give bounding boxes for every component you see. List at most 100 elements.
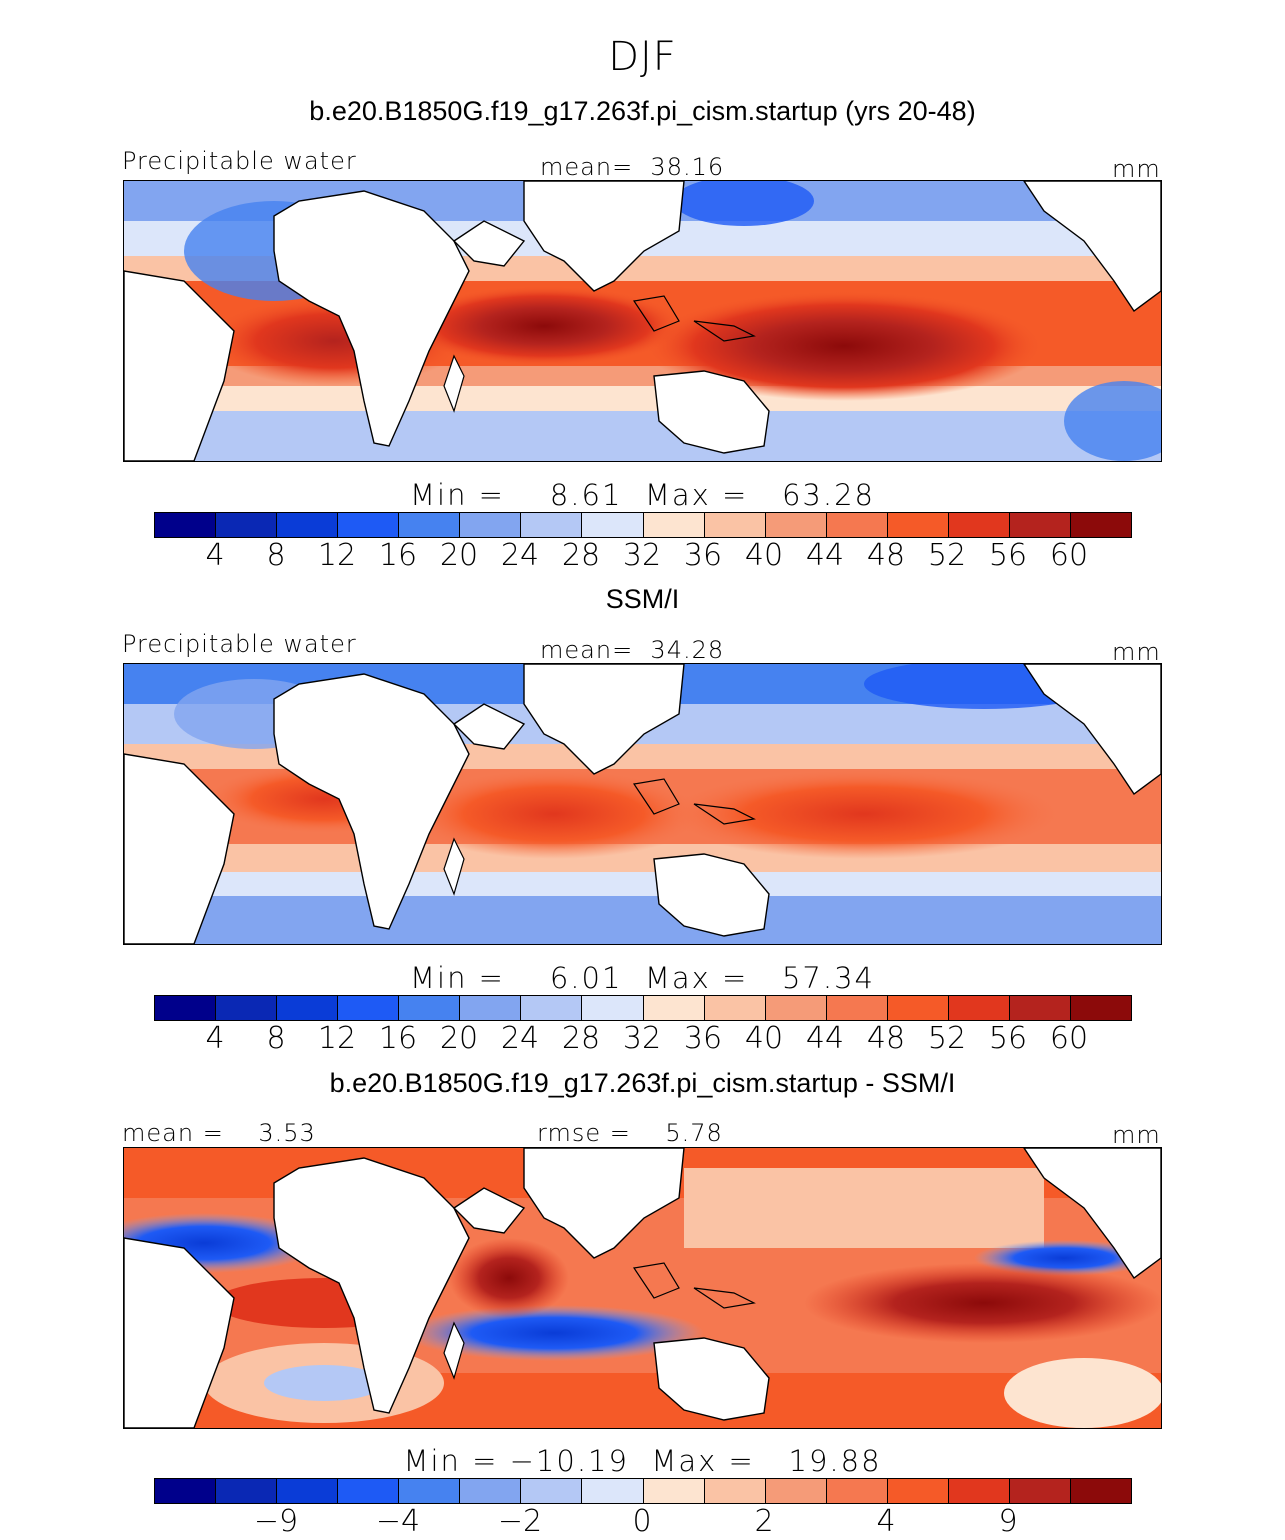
colorbar-tick-label: 60	[1049, 1021, 1089, 1056]
colorbar-swatch	[399, 996, 461, 1020]
colorbar-swatch	[338, 513, 400, 537]
colorbar-tick-label: 52	[927, 538, 967, 573]
panel3-map	[123, 1147, 1162, 1429]
colorbar-swatch	[948, 996, 1010, 1020]
colorbar-swatch	[460, 513, 522, 537]
panel2-title: SSM/I	[605, 584, 680, 614]
colorbar-swatch	[582, 996, 644, 1020]
panel3-units-label: mm	[1112, 1121, 1161, 1149]
colorbar-swatch	[704, 1479, 766, 1503]
panel1-map	[123, 180, 1162, 462]
colorbar-swatch	[643, 996, 705, 1020]
colorbar-tick-label: −9	[253, 1504, 299, 1539]
colorbar-swatch	[1070, 513, 1131, 537]
colorbar-tick-label: 44	[805, 1021, 845, 1056]
colorbar-swatch	[704, 513, 766, 537]
colorbar-tick-label: 32	[622, 538, 662, 573]
colorbar-tick-label: 12	[317, 538, 357, 573]
panel1-colorbar	[154, 512, 1132, 538]
colorbar-tick-label: 4	[876, 1504, 896, 1539]
colorbar-swatch	[887, 513, 949, 537]
colorbar-tick-label: −2	[497, 1504, 543, 1539]
colorbar-swatch	[1070, 1479, 1131, 1503]
colorbar-tick-label: 16	[378, 1021, 418, 1056]
colorbar-swatch	[826, 1479, 888, 1503]
colorbar-swatch	[948, 1479, 1010, 1503]
panel2-colorbar	[154, 995, 1132, 1021]
colorbar-tick-label: 48	[866, 1021, 906, 1056]
colorbar-swatch	[765, 513, 827, 537]
panel2-map	[123, 663, 1162, 945]
panel1-title: b.e20.B1850G.f19_g17.263f.pi_cism.startu…	[309, 96, 976, 126]
colorbar-tick-label: 48	[866, 538, 906, 573]
colorbar-tick-label: −4	[375, 1504, 421, 1539]
season-title: DJF	[608, 34, 677, 80]
colorbar-swatch	[216, 513, 278, 537]
colorbar-tick-label: 56	[988, 538, 1028, 573]
colorbar-tick-label: 44	[805, 538, 845, 573]
panel1-units-label: mm	[1112, 155, 1161, 183]
colorbar-tick-label: 9	[998, 1504, 1018, 1539]
panel1-colorbar-ticks: 4 8 12 16 20 24 28 32 36 40 44 48 52 56 60	[154, 538, 1130, 573]
panel1-variable-label: Precipitable water	[122, 147, 357, 175]
panel2-mean-label: mean= 34.28	[540, 636, 725, 664]
colorbar-swatch	[460, 996, 522, 1020]
colorbar-swatch	[155, 1479, 217, 1503]
panel1-mean-label: mean= 38.16	[540, 153, 725, 181]
colorbar-swatch	[521, 513, 583, 537]
colorbar-tick-label: 28	[561, 538, 601, 573]
panel3-title: b.e20.B1850G.f19_g17.263f.pi_cism.startu…	[329, 1068, 956, 1098]
colorbar-tick-label: 20	[439, 1021, 479, 1056]
colorbar-tick-label: 40	[744, 538, 784, 573]
colorbar-tick-label: 8	[266, 538, 286, 573]
panel3-colorbar	[154, 1478, 1132, 1504]
panel2-variable-label: Precipitable water	[122, 630, 357, 658]
panel2-colorbar-ticks: 4 8 12 16 20 24 28 32 36 40 44 48 52 56 60	[154, 1021, 1130, 1056]
colorbar-swatch	[399, 1479, 461, 1503]
colorbar-swatch	[216, 996, 278, 1020]
colorbar-swatch	[521, 1479, 583, 1503]
colorbar-tick-label: 36	[683, 538, 723, 573]
colorbar-swatch	[155, 513, 217, 537]
colorbar-tick-label: 28	[561, 1021, 601, 1056]
panel3-colorbar-ticks: −9 −4 −2 0 2 4 9	[154, 1504, 1130, 1539]
colorbar-swatch	[155, 996, 217, 1020]
colorbar-swatch	[1009, 513, 1071, 537]
colorbar-swatch	[338, 996, 400, 1020]
colorbar-tick-label: 36	[683, 1021, 723, 1056]
colorbar-swatch	[338, 1479, 400, 1503]
panel2-units-label: mm	[1112, 638, 1161, 666]
colorbar-swatch	[887, 996, 949, 1020]
colorbar-tick-label: 12	[317, 1021, 357, 1056]
colorbar-tick-label: 52	[927, 1021, 967, 1056]
panel3-mean-label: mean = 3.53	[122, 1119, 316, 1147]
colorbar-tick-label: 24	[500, 1021, 540, 1056]
colorbar-swatch	[1009, 1479, 1071, 1503]
colorbar-tick-label: 60	[1049, 538, 1089, 573]
colorbar-swatch	[948, 513, 1010, 537]
colorbar-tick-label: 16	[378, 538, 418, 573]
colorbar-tick-label: 4	[205, 1021, 225, 1056]
colorbar-swatch	[582, 513, 644, 537]
colorbar-swatch	[704, 996, 766, 1020]
colorbar-swatch	[399, 513, 461, 537]
panel3-minmax: Min = −10.19 Max = 19.88	[403, 1444, 882, 1478]
colorbar-swatch	[460, 1479, 522, 1503]
colorbar-swatch	[277, 1479, 339, 1503]
colorbar-tick-label: 32	[622, 1021, 662, 1056]
panel2-minmax: Min = 6.01 Max = 57.34	[409, 961, 875, 995]
colorbar-tick-label: 2	[754, 1504, 774, 1539]
colorbar-tick-label: 20	[439, 538, 479, 573]
colorbar-swatch	[277, 996, 339, 1020]
colorbar-swatch	[643, 1479, 705, 1503]
colorbar-swatch	[765, 1479, 827, 1503]
colorbar-tick-label: 56	[988, 1021, 1028, 1056]
colorbar-tick-label: 24	[500, 538, 540, 573]
panel3-rmse-label: rmse = 5.78	[537, 1119, 723, 1147]
colorbar-swatch	[521, 996, 583, 1020]
colorbar-swatch	[277, 513, 339, 537]
colorbar-swatch	[216, 1479, 278, 1503]
colorbar-tick-label: 4	[205, 538, 225, 573]
colorbar-swatch	[765, 996, 827, 1020]
colorbar-tick-label: 8	[266, 1021, 286, 1056]
